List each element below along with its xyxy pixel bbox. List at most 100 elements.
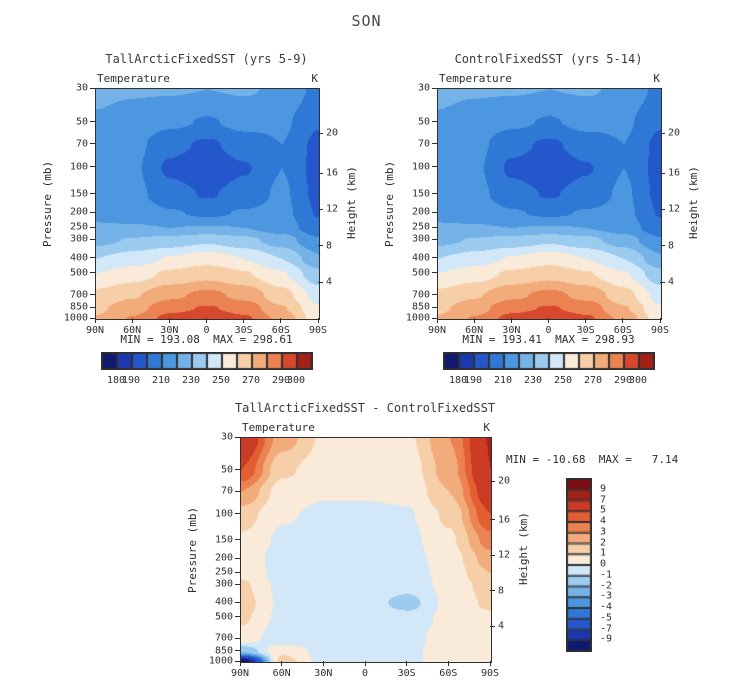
pressure-tick-mark: [90, 87, 95, 89]
height-tick-mark: [490, 625, 495, 627]
colorbar-tick-label: 190: [121, 375, 141, 386]
pressure-tick-label: 500: [214, 611, 233, 623]
colorbar-tick-label: 2: [600, 537, 607, 548]
colorbar-tick-label: 7: [600, 494, 607, 505]
colorbar-canvas: [566, 478, 592, 652]
pressure-tick-mark: [235, 490, 240, 492]
pressure-tick-label: 150: [69, 188, 88, 200]
pressure-tick-label: 700: [69, 289, 88, 301]
pressure-tick-mark: [90, 166, 95, 168]
variable-label: Temperature: [242, 421, 315, 434]
height-tick-mark: [660, 132, 665, 134]
height-tick-label: 16: [326, 167, 339, 179]
colorbar-tick-label: 290: [271, 375, 291, 386]
pressure-tick-label: 300: [69, 233, 88, 245]
height-axis-title: Height (km): [517, 512, 530, 585]
latitude-tick-mark: [364, 661, 366, 666]
variable-label: Temperature: [439, 72, 512, 85]
height-tick-mark: [660, 172, 665, 174]
height-tick-label: 20: [326, 127, 339, 139]
pressure-tick-mark: [432, 87, 437, 89]
pressure-tick-label: 1000: [405, 312, 430, 324]
colorbar-tick-label: 290: [613, 375, 633, 386]
colorbar-tick-label: 0: [600, 558, 607, 570]
pressure-tick-label: 50: [220, 464, 233, 476]
pressure-tick-mark: [90, 294, 95, 296]
minmax-stats: MIN = -10.68 MAX = 7.14: [506, 453, 679, 466]
pressure-tick-label: 70: [220, 485, 233, 497]
pressure-tick-label: 70: [75, 138, 88, 150]
height-tick-label: 16: [498, 514, 511, 526]
latitude-tick-mark: [280, 318, 282, 323]
latitude-tick-mark: [548, 318, 549, 323]
latitude-tick-label: 90S: [480, 668, 500, 679]
colorbar-tick-label: 210: [493, 375, 513, 386]
colorbar-tick-label: 180: [106, 375, 126, 386]
colorbar-tick-label: 180: [448, 375, 468, 386]
height-tick-label: 4: [326, 276, 333, 288]
height-tick-mark: [490, 519, 495, 521]
latitude-tick-label: 0: [361, 668, 369, 679]
colorbar-tick-label: 270: [583, 375, 603, 386]
pressure-tick-label: 250: [69, 221, 88, 233]
height-tick-label: 12: [326, 203, 339, 215]
latitude-tick-mark: [206, 318, 207, 323]
pressure-tick-mark: [432, 211, 437, 213]
colorbar: 180 190 210 230 250 270 290 300: [443, 352, 655, 386]
pressure-tick-label: 850: [214, 645, 233, 657]
latitude-tick-mark: [622, 318, 624, 323]
height-tick-mark: [318, 172, 323, 174]
colorbar-tick-label: 210: [151, 375, 171, 386]
pressure-tick-label: 500: [411, 267, 430, 279]
pressure-tick-mark: [235, 539, 240, 541]
pressure-tick-label: 250: [411, 221, 430, 233]
colorbar: 9 7 5 4 3 2 1 0 -1 -2 -3 -4 -5 -7 -9: [566, 478, 612, 652]
pressure-tick-label: 100: [214, 508, 233, 520]
pressure-tick-mark: [235, 650, 240, 652]
pressure-tick-label: 300: [214, 578, 233, 590]
latitude-tick-label: 60S: [271, 325, 290, 336]
pressure-tick-mark: [90, 257, 95, 259]
colorbar: 180 190 210 230 250 270 290 300: [101, 352, 313, 386]
minmax-stats: MIN = 193.08 MAX = 298.61: [120, 333, 293, 346]
pressure-tick-mark: [432, 226, 437, 228]
panel-difference: TallArcticFixedSST - ControlFixedSST Tem…: [186, 401, 678, 679]
latitude-tick-label: 30N: [314, 668, 333, 679]
colorbar-tick-label: 1: [600, 547, 607, 559]
height-tick-label: 12: [498, 549, 511, 561]
height-tick-label: 8: [498, 585, 505, 597]
latitude-tick-mark: [168, 318, 170, 323]
colorbar-canvas: [101, 352, 313, 370]
pressure-tick-label: 1000: [63, 312, 88, 324]
latitude-tick-label: 60S: [439, 668, 458, 679]
pressure-tick-label: 50: [417, 116, 430, 127]
colorbar-tick-label: 230: [181, 375, 201, 386]
latitude-tick-mark: [281, 661, 283, 666]
height-tick-label: 16: [668, 167, 681, 179]
latitude-tick-label: 90N: [427, 325, 447, 336]
height-tick-mark: [490, 554, 495, 556]
colorbar-canvas: [443, 352, 655, 370]
colorbar-tick-label: 300: [628, 375, 648, 386]
height-tick-mark: [660, 208, 665, 210]
pressure-axis-title: Pressure (mb): [41, 160, 54, 247]
latitude-tick-label: 60N: [465, 325, 484, 336]
pressure-tick-label: 30: [417, 82, 430, 94]
colorbar-tick-label: -9: [600, 633, 613, 645]
height-tick-mark: [318, 132, 323, 134]
colorbar-tick-label: -4: [600, 601, 613, 613]
pressure-tick-mark: [432, 121, 437, 122]
latitude-tick-mark: [243, 318, 245, 323]
pressure-tick-label: 400: [411, 252, 430, 264]
pressure-tick-mark: [235, 469, 240, 471]
pressure-tick-mark: [235, 601, 240, 603]
pressure-tick-mark: [235, 436, 240, 438]
pressure-tick-label: 850: [69, 301, 88, 313]
latitude-tick-label: 30S: [576, 325, 595, 336]
height-tick-label: 12: [668, 203, 681, 215]
pressure-tick-mark: [90, 211, 95, 213]
pressure-tick-mark: [90, 121, 95, 122]
pressure-tick-label: 500: [69, 267, 88, 279]
colorbar-tick-label: -5: [600, 612, 613, 624]
